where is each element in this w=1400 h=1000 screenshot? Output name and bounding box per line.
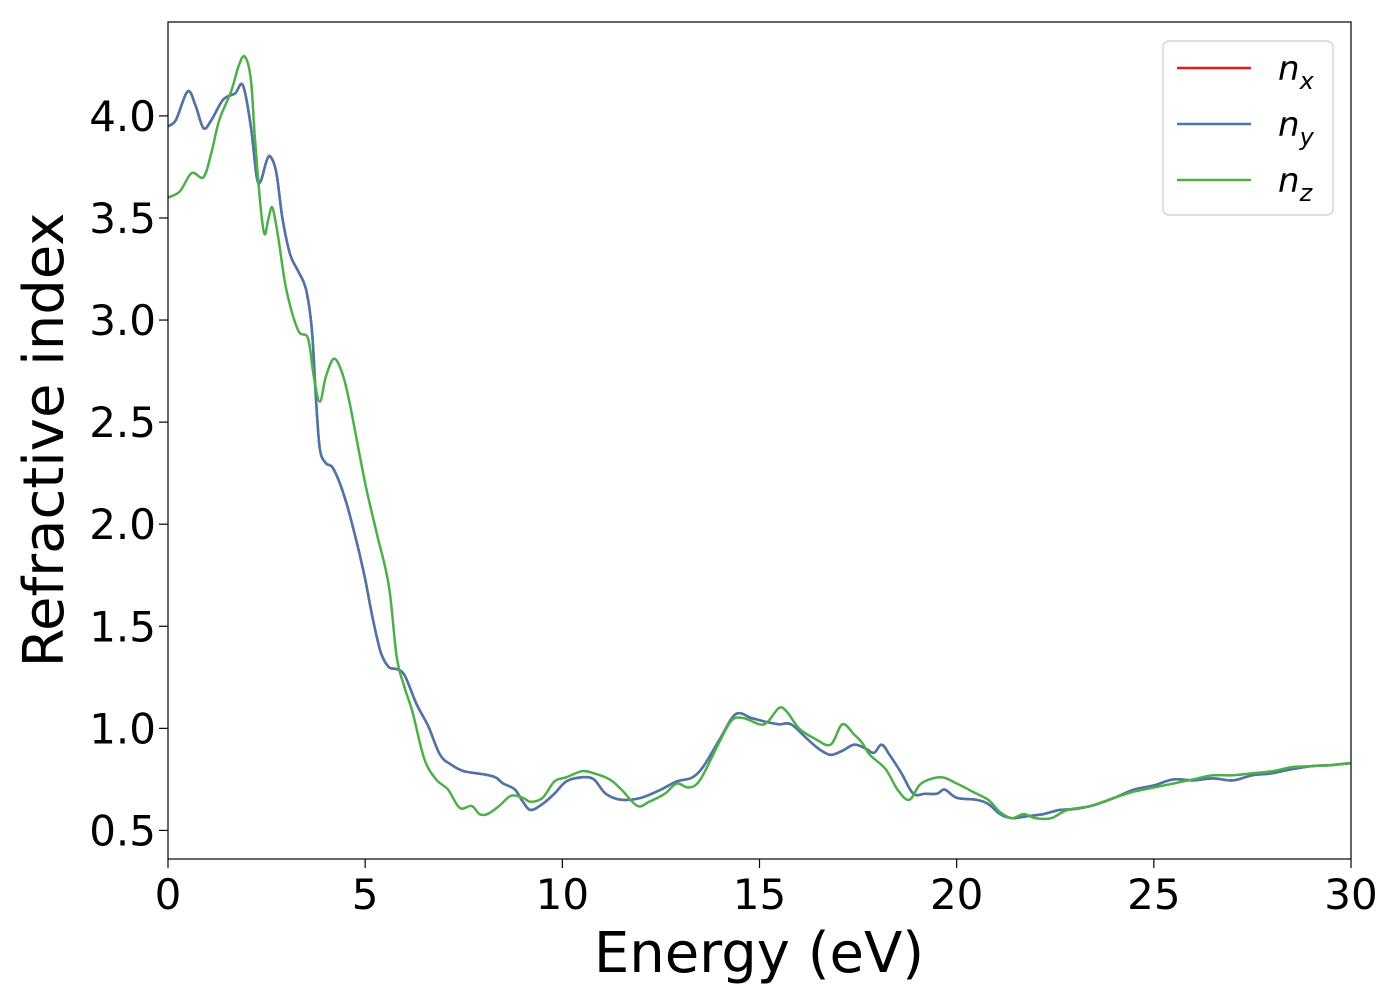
series-line-ny bbox=[168, 82, 1351, 820]
y-tick-label: 2.0 bbox=[89, 500, 156, 549]
x-tick-label: 5 bbox=[352, 870, 379, 919]
y-tick-label: 2.5 bbox=[89, 398, 156, 447]
y-tick-label: 4.0 bbox=[89, 92, 156, 141]
x-tick-label: 25 bbox=[1127, 870, 1180, 919]
y-tick-label: 1.5 bbox=[89, 602, 156, 651]
legend-label-ny: ny bbox=[1278, 105, 1315, 151]
x-tick-label: 20 bbox=[930, 870, 983, 919]
y-tick-label: 3.5 bbox=[89, 194, 156, 243]
legend-label-nx: nx bbox=[1278, 49, 1315, 95]
y-tick-label: 0.5 bbox=[89, 806, 156, 855]
series-line-nz bbox=[168, 54, 1351, 821]
y-axis: 0.5 1.0 1.5 2.0 2.5 3.0 3.5 4.0 bbox=[89, 92, 168, 855]
y-tick-label: 1.0 bbox=[89, 704, 156, 753]
x-axis-label: Energy (eV) bbox=[594, 921, 924, 986]
series-layer bbox=[168, 54, 1351, 821]
legend-label-nz: nz bbox=[1278, 161, 1314, 207]
x-tick-label: 0 bbox=[155, 870, 182, 919]
x-tick-label: 15 bbox=[733, 870, 786, 919]
x-tick-label: 10 bbox=[536, 870, 589, 919]
legend: nx ny nz bbox=[1162, 40, 1334, 216]
x-axis: 0 5 10 15 20 25 30 bbox=[155, 859, 1378, 919]
y-tick-label: 3.0 bbox=[89, 296, 156, 345]
x-tick-label: 30 bbox=[1324, 870, 1377, 919]
y-axis-label: Refractive index bbox=[12, 213, 77, 668]
legend-box bbox=[1162, 40, 1334, 216]
